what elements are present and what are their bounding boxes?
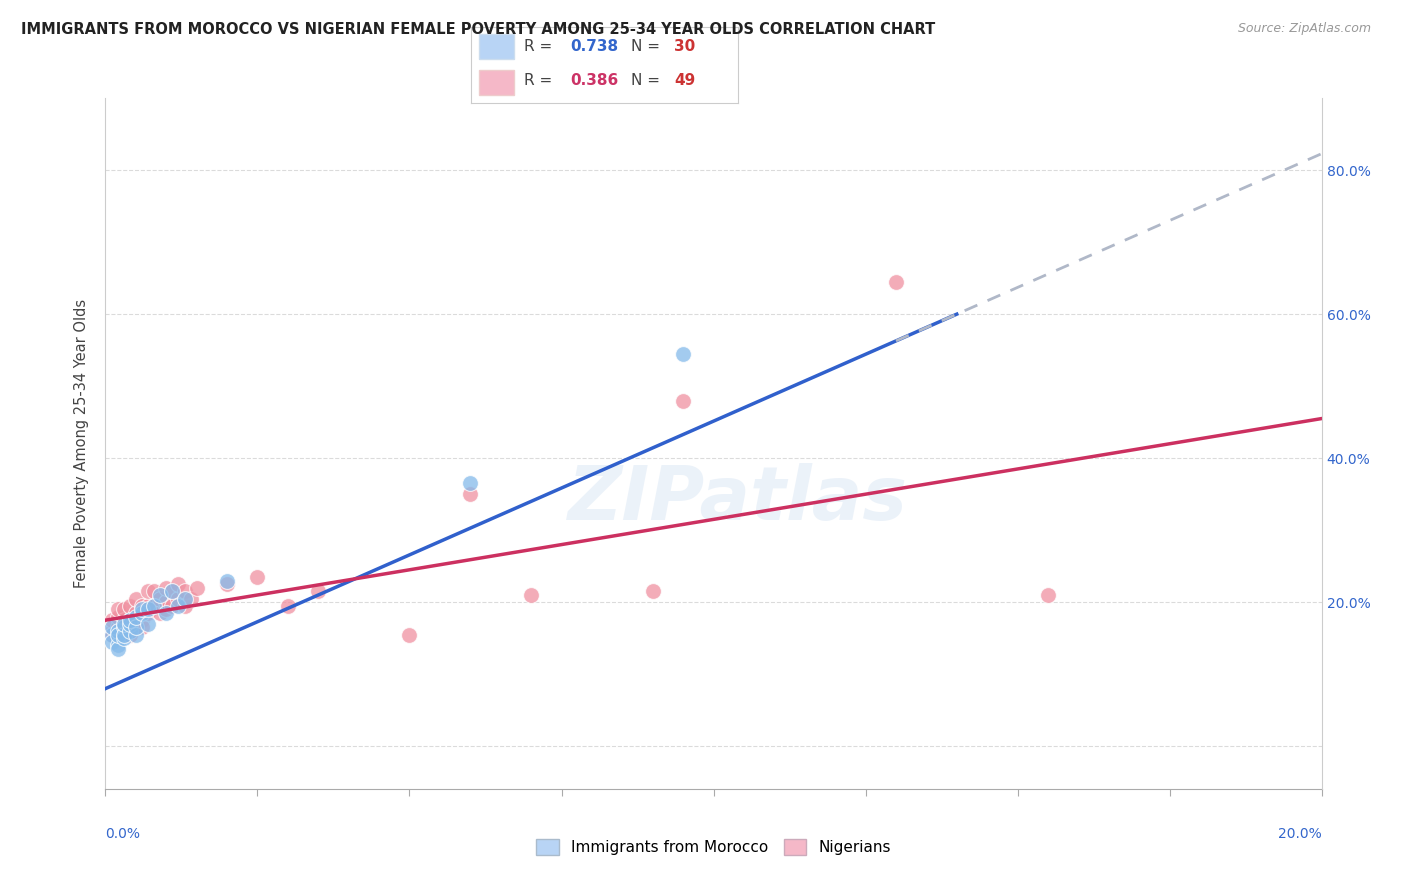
Point [217,574,239,588]
Point [143,599,166,613]
Point [107,624,129,638]
Point [118,613,141,627]
Point [112,602,135,616]
Point [884,275,907,289]
Point [458,476,481,491]
Point [131,606,153,620]
Text: N =: N = [631,73,665,88]
Point [125,620,148,634]
Text: 0.738: 0.738 [569,38,619,54]
Text: IMMIGRANTS FROM MOROCCO VS NIGERIAN FEMALE POVERTY AMONG 25-34 YEAR OLDS CORRELA: IMMIGRANTS FROM MOROCCO VS NIGERIAN FEMA… [21,22,935,37]
Point [100,635,122,649]
Text: 30: 30 [673,38,696,54]
Point [162,584,184,599]
Point [186,581,208,595]
Point [118,616,141,631]
Point [118,624,141,638]
Point [180,591,202,606]
Point [100,627,122,641]
Point [167,599,190,613]
Point [458,487,481,501]
Point [112,627,135,641]
Point [118,613,141,627]
Point [118,599,141,613]
Point [112,631,135,645]
Text: 0.0%: 0.0% [105,827,141,841]
Point [136,602,159,616]
Text: 49: 49 [673,73,696,88]
Point [520,588,543,602]
Point [149,588,172,602]
Point [107,639,129,653]
Text: R =: R = [524,38,558,54]
Point [112,624,135,638]
Point [100,620,122,634]
Point [107,620,129,634]
Point [100,613,122,627]
Point [143,599,166,613]
Point [125,591,148,606]
Point [162,584,184,599]
Point [641,584,664,599]
Point [107,627,129,641]
Text: R =: R = [524,73,558,88]
Text: Source: ZipAtlas.com: Source: ZipAtlas.com [1237,22,1371,36]
Point [277,599,299,613]
Point [131,613,153,627]
Point [112,620,135,634]
Point [307,584,329,599]
Point [672,393,695,408]
Point [167,577,190,591]
Point [149,591,172,606]
Point [173,599,195,613]
Text: 20.0%: 20.0% [1278,827,1322,841]
Point [167,591,190,606]
Point [246,570,269,584]
Text: ZIPatlas: ZIPatlas [568,463,908,535]
FancyBboxPatch shape [479,34,513,60]
Point [136,584,159,599]
Point [162,599,184,613]
Point [672,347,695,361]
Point [1036,588,1059,602]
Point [155,581,177,595]
Text: 0.386: 0.386 [569,73,619,88]
Point [131,599,153,613]
Legend: Immigrants from Morocco, Nigerians: Immigrants from Morocco, Nigerians [530,833,897,862]
Point [107,642,129,657]
Point [136,616,159,631]
Point [131,602,153,616]
Point [155,595,177,609]
Point [173,591,195,606]
Point [118,627,141,641]
Y-axis label: Female Poverty Among 25-34 Year Olds: Female Poverty Among 25-34 Year Olds [75,299,90,589]
Point [217,577,239,591]
Point [155,606,177,620]
Point [107,609,129,624]
Point [107,602,129,616]
FancyBboxPatch shape [479,70,513,95]
Point [125,613,148,627]
Point [143,584,166,599]
Point [173,584,195,599]
Point [112,613,135,627]
Point [125,606,148,620]
Point [107,627,129,641]
Point [125,620,148,634]
Point [125,627,148,641]
Point [136,599,159,613]
Point [125,609,148,624]
Point [100,624,122,638]
Point [131,620,153,634]
Point [155,602,177,616]
Point [398,627,420,641]
Point [112,616,135,631]
Text: N =: N = [631,38,665,54]
Point [136,606,159,620]
Point [100,627,122,641]
Point [149,606,172,620]
